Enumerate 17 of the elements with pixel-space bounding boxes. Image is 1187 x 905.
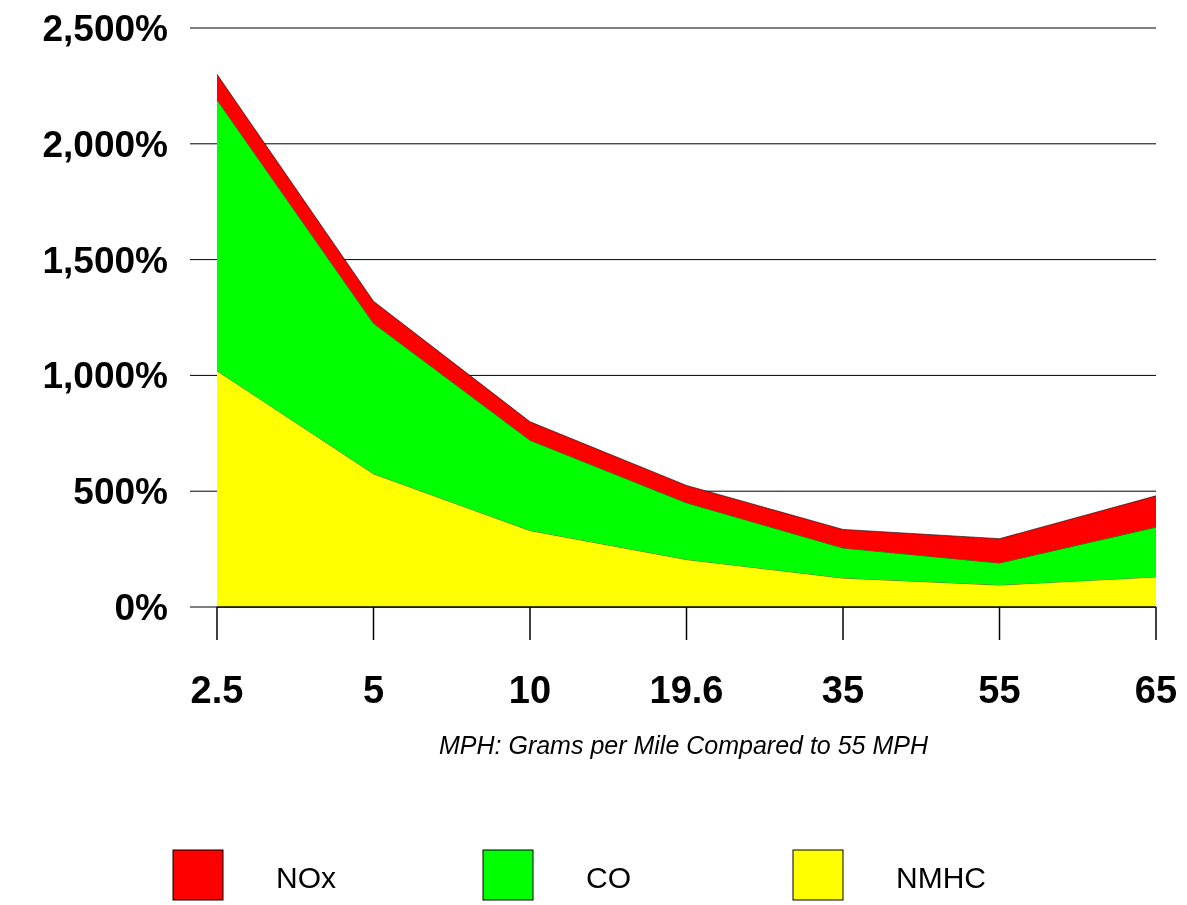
x-axis-title: MPH: Grams per Mile Compared to 55 MPH [438,731,929,759]
y-tick-label: 1,500% [42,239,168,281]
x-tick-label: 35 [821,669,865,711]
y-tick-label: 1,000% [42,355,168,397]
y-tick-label: 0% [114,587,168,628]
x-tick-label: 19.6 [649,669,724,711]
legend-label: NOx [276,861,336,894]
x-tick-label: 2.5 [190,669,244,711]
x-tick-label: 55 [978,669,1021,711]
x-tick-label: 65 [1134,669,1178,711]
legend-label: NMHC [896,861,986,894]
legend-label: CO [586,861,631,894]
y-tick-label: 2,000% [42,123,168,165]
x-tick-label: 5 [362,669,385,711]
x-tick-label: 10 [508,669,552,711]
y-tick-label: 500% [73,471,168,513]
y-tick-label: 2,500% [42,8,168,49]
